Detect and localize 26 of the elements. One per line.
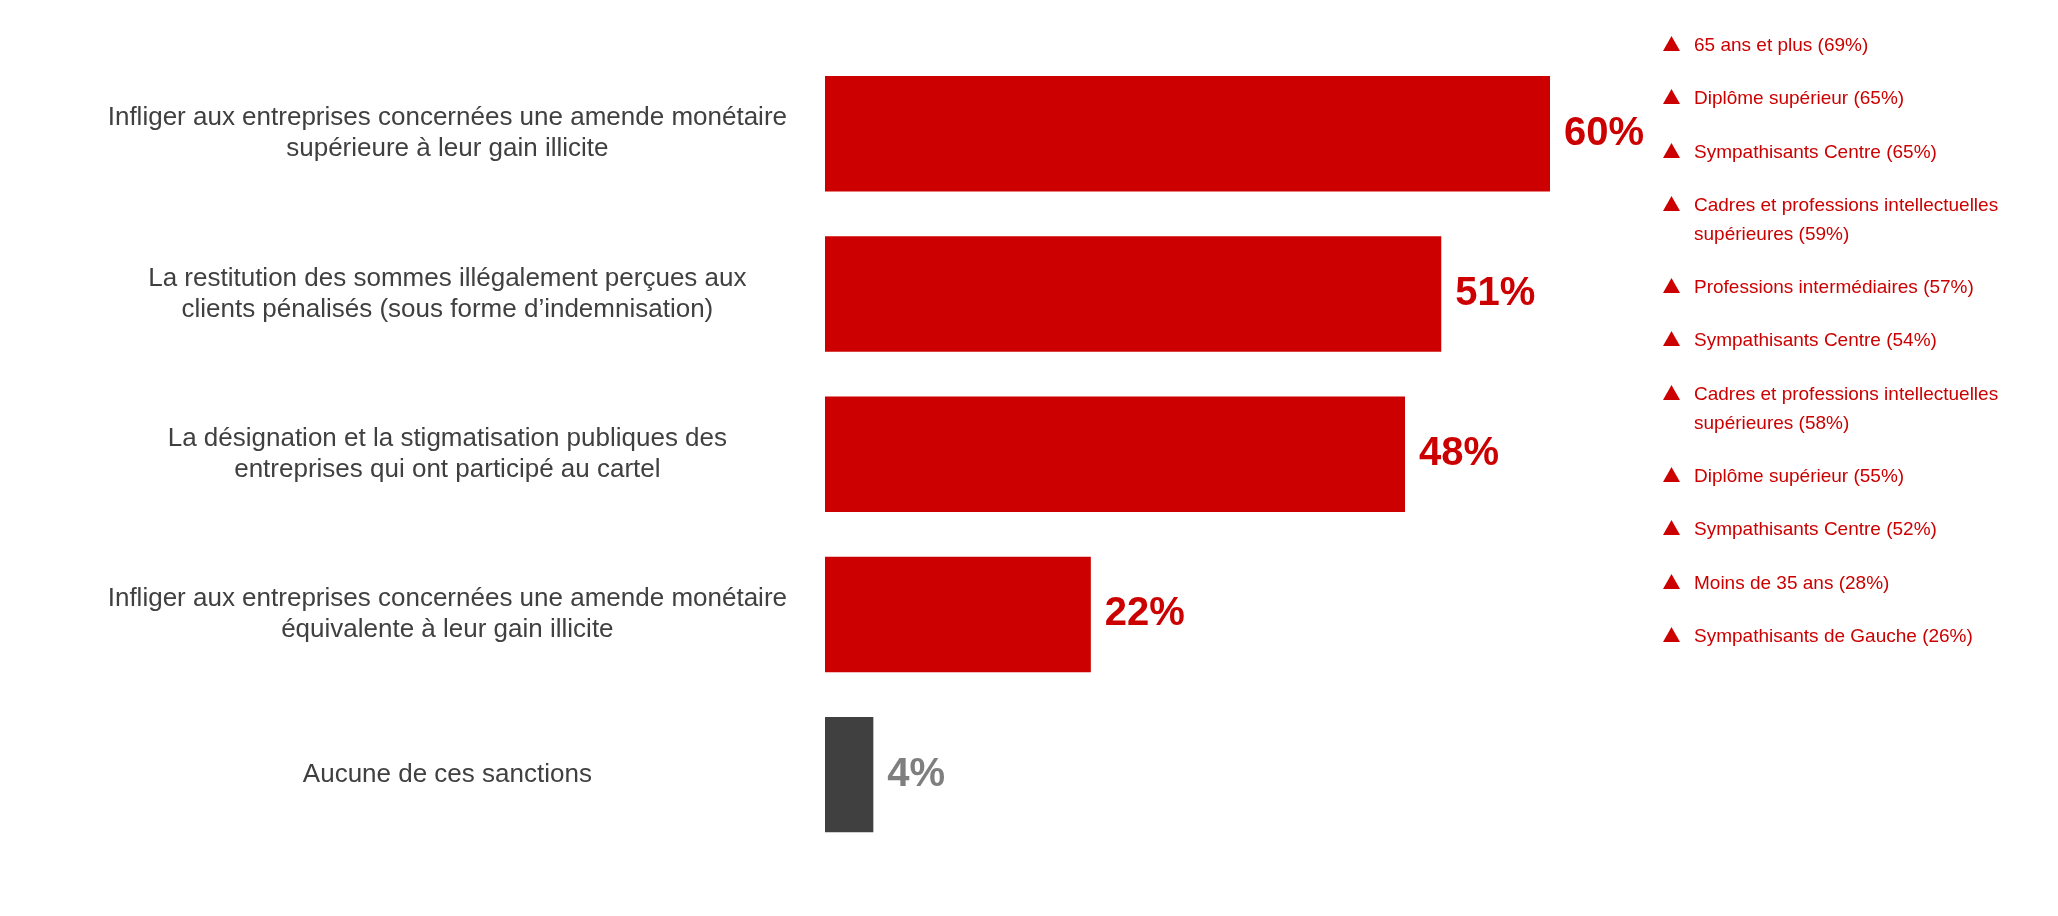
- y-tick-label: Aucune de ces sanctions: [302, 757, 592, 788]
- bar: [825, 556, 1091, 673]
- y-tick-label: La restitution des sommes illégalement perçues aux clients pénalisés (sous forme d’indemnisation): [148, 261, 747, 323]
- text: Diplôme supérieur (55%): [1694, 464, 1905, 489]
- text: Sympathisants Centre (54%): [1694, 328, 1937, 353]
- data-label: 4%: [887, 749, 946, 794]
- text: Cadres et professions intellectuelles supérieures (58%): [1694, 381, 2000, 435]
- bar: [825, 236, 1442, 352]
- text: Diplôme supérieur (65%): [1694, 86, 1905, 111]
- data-label: 51%: [1455, 268, 1536, 313]
- text: Sympathisants Centre (65%): [1694, 139, 1937, 164]
- bar: [825, 716, 874, 833]
- text: Moins de 35 ans (28%): [1694, 570, 1890, 595]
- data-label: 60%: [1564, 108, 1645, 153]
- text: Sympathisants Centre (52%): [1694, 517, 1937, 542]
- text: Cadres et professions intellectuelles supérieures (59%): [1694, 192, 2000, 246]
- data-label: 22%: [1104, 589, 1185, 634]
- y-tick-label: Infliger aux entreprises concernées une amende monétaire supérieure à leur gain illicite: [107, 101, 787, 163]
- y-tick-label: Infliger aux entreprises concernées une amende monétaire équivalente à leur gain illicite: [107, 582, 787, 644]
- text: 65 ans et plus (69%): [1694, 33, 1869, 57]
- text: Sympathisants de Gauche (26%): [1694, 623, 1973, 648]
- data-label: 48%: [1419, 429, 1500, 474]
- y-tick-label: La désignation et la stigmatisation publiques des entreprises qui ont participé au cartel: [167, 421, 728, 483]
- text: Professions intermédiaires (57%): [1694, 275, 1974, 300]
- bar: [825, 396, 1405, 512]
- bar: [825, 76, 1550, 192]
